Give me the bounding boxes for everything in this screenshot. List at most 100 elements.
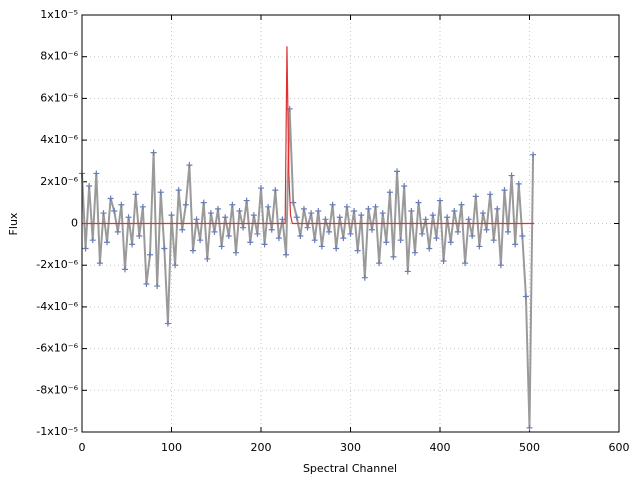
data-point xyxy=(386,189,393,196)
data-point xyxy=(197,237,204,244)
data-point xyxy=(136,233,143,240)
data-point xyxy=(508,172,515,179)
y-tick-label: -2x10⁻⁶ xyxy=(36,258,78,271)
data-point xyxy=(469,233,476,240)
data-point xyxy=(505,228,512,235)
data-point xyxy=(222,214,229,221)
data-point xyxy=(272,187,279,194)
data-point xyxy=(86,182,93,189)
data-point xyxy=(515,180,522,187)
data-point xyxy=(408,207,415,214)
data-point xyxy=(111,207,118,214)
data-point xyxy=(522,293,529,300)
data-point xyxy=(182,201,189,208)
y-tick-label: 4x10⁻⁶ xyxy=(40,133,78,146)
data-point xyxy=(147,251,154,258)
x-tick-label: 500 xyxy=(519,441,540,454)
data-point xyxy=(365,205,372,212)
data-point xyxy=(279,216,286,223)
data-point xyxy=(121,266,128,273)
data-point xyxy=(250,212,257,219)
data-point xyxy=(526,424,533,431)
data-point xyxy=(254,230,261,237)
data-point xyxy=(207,210,214,217)
plot-frame xyxy=(81,14,620,433)
data-point xyxy=(368,226,375,233)
data-point xyxy=(454,228,461,235)
y-tick-label: -6x10⁻⁶ xyxy=(36,342,78,355)
data-point xyxy=(358,212,365,219)
data-point xyxy=(175,187,182,194)
data-point xyxy=(519,233,526,240)
data-point xyxy=(93,170,100,177)
data-point xyxy=(487,191,494,198)
data-point xyxy=(118,201,125,208)
data-point xyxy=(96,260,103,267)
y-tick-label: -8x10⁻⁶ xyxy=(36,383,78,396)
data-point xyxy=(411,249,418,256)
data-point xyxy=(143,280,150,287)
data-point xyxy=(225,233,232,240)
data-point xyxy=(383,239,390,246)
data-point xyxy=(422,216,429,223)
data-point xyxy=(401,182,408,189)
data-point xyxy=(82,245,89,252)
data-point xyxy=(172,262,179,269)
data-point xyxy=(308,210,315,217)
data-point xyxy=(347,230,354,237)
data-point xyxy=(157,189,164,196)
data-point xyxy=(236,207,243,214)
data-point xyxy=(376,260,383,267)
data-point xyxy=(89,237,96,244)
data-point xyxy=(261,241,268,248)
data-point xyxy=(114,228,121,235)
data-point xyxy=(372,203,379,210)
data-point xyxy=(322,216,329,223)
data-point xyxy=(232,249,239,256)
data-point xyxy=(426,245,433,252)
data-point xyxy=(497,262,504,269)
x-tick-label: 200 xyxy=(251,441,272,454)
data-point xyxy=(311,237,318,244)
x-tick-label: 600 xyxy=(609,441,630,454)
data-point xyxy=(494,205,501,212)
data-point xyxy=(275,235,282,242)
data-point xyxy=(268,226,275,233)
data-point xyxy=(379,210,386,217)
data-point xyxy=(429,212,436,219)
y-tick-label: 1x10⁻⁵ xyxy=(40,8,78,21)
data-point xyxy=(333,245,340,252)
data-point xyxy=(215,205,222,212)
data-point xyxy=(479,210,486,217)
x-tick-label: 100 xyxy=(161,441,182,454)
data-point xyxy=(125,214,132,221)
data-point xyxy=(290,199,297,206)
y-tick-label: -4x10⁻⁶ xyxy=(36,300,78,313)
data-point xyxy=(361,274,368,281)
data-point xyxy=(154,283,161,290)
data-point xyxy=(100,210,107,217)
x-axis-label: Spectral Channel xyxy=(303,462,397,475)
data-point xyxy=(440,258,447,265)
data-point xyxy=(419,230,426,237)
data-point xyxy=(300,205,307,212)
data-point xyxy=(490,237,497,244)
x-tick-label: 0 xyxy=(79,441,86,454)
data-point xyxy=(247,239,254,246)
data-point xyxy=(297,233,304,240)
data-point xyxy=(150,149,157,156)
data-point xyxy=(211,228,218,235)
data-point xyxy=(433,235,440,242)
data-point xyxy=(329,201,336,208)
data-point xyxy=(132,191,139,198)
data-point xyxy=(472,193,479,200)
data-point xyxy=(315,207,322,214)
data-point xyxy=(394,168,401,175)
data-point xyxy=(351,207,358,214)
y-tick-label: 8x10⁻⁶ xyxy=(40,50,78,63)
data-point xyxy=(293,214,300,221)
x-tick-label: 400 xyxy=(430,441,451,454)
data-point xyxy=(476,243,483,250)
data-point xyxy=(465,216,472,223)
